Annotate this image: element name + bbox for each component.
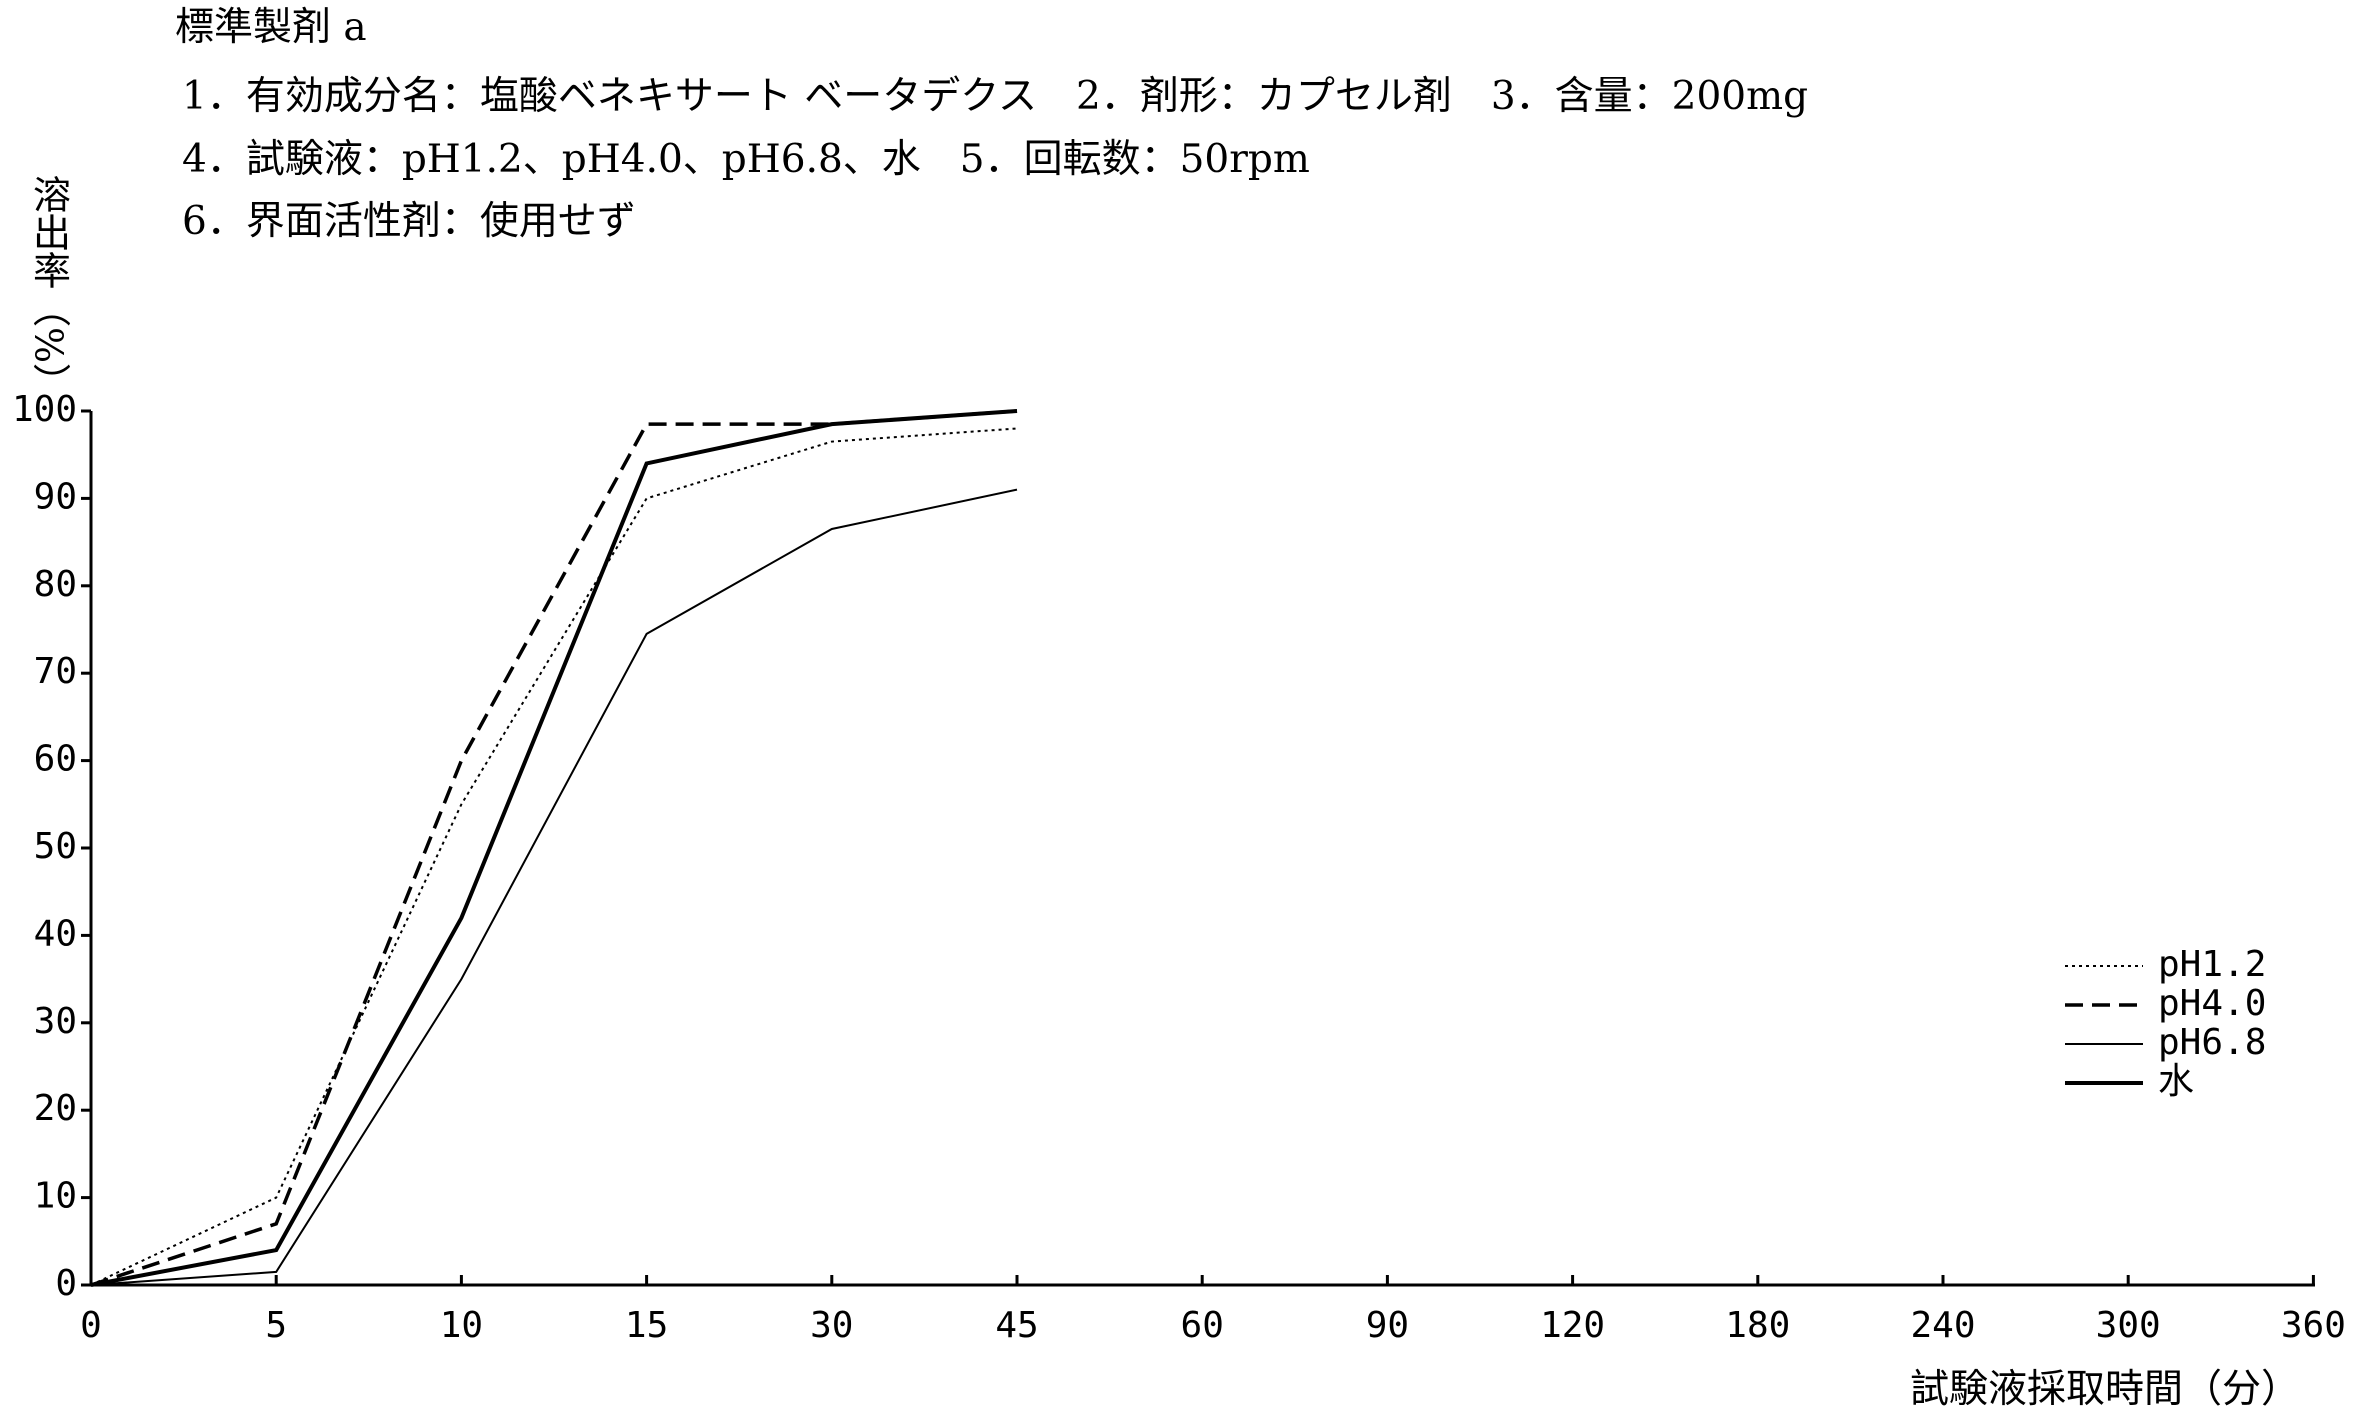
- x-tick-label: 180: [1725, 1305, 1790, 1346]
- x-tick-label: 90: [1366, 1305, 1409, 1346]
- y-tick-label: 40: [34, 913, 77, 954]
- subtitle-line: 6．界面活性剤：使用せず: [182, 199, 636, 244]
- x-tick-label: 240: [1910, 1305, 1975, 1346]
- x-tick-label: 360: [2281, 1305, 2346, 1346]
- y-tick-label: 80: [34, 564, 77, 605]
- x-tick-label: 45: [995, 1305, 1038, 1346]
- legend-label: pH4.0: [2158, 983, 2266, 1024]
- legend-label: pH1.2: [2158, 944, 2266, 985]
- y-tick-label: 70: [34, 651, 77, 692]
- y-tick-label: 10: [34, 1176, 77, 1217]
- x-tick-label: 120: [1540, 1305, 1605, 1346]
- x-tick-label: 10: [440, 1305, 483, 1346]
- y-tick-label: 90: [34, 476, 77, 517]
- subtitle-line: 1．有効成分名：塩酸ベネキサート ベータデクス 2．剤形：カプセル剤 3．含量：…: [182, 74, 1808, 119]
- data-line: [90, 488, 1018, 1286]
- chart-title: 標準製剤 a: [175, 5, 367, 50]
- data-line: [90, 409, 1018, 1287]
- data-line: [90, 409, 1018, 1287]
- y-tick-label: 0: [55, 1263, 77, 1304]
- x-tick-label: 300: [2096, 1305, 2161, 1346]
- y-tick-label: 60: [34, 739, 77, 780]
- y-tick-label: 50: [34, 826, 77, 867]
- y-tick-label: 20: [34, 1088, 77, 1129]
- legend-label: pH6.8: [2158, 1022, 2266, 1063]
- x-tick-label: 60: [1181, 1305, 1224, 1346]
- legend-label: 水: [2158, 1061, 2194, 1102]
- x-tick-label: 5: [265, 1305, 287, 1346]
- subtitle-line: 4．試験液：pH1.2、pH4.0、pH6.8、水 5．回転数：50rpm: [182, 137, 1310, 182]
- y-tick-label: 30: [34, 1001, 77, 1042]
- y-tick-label: 100: [12, 389, 77, 430]
- y-axis-label: 溶出率（%）: [27, 175, 71, 401]
- x-axis-label: 試験液採取時間（分）: [1910, 1367, 2300, 1412]
- x-tick-label: 0: [80, 1305, 102, 1346]
- x-tick-label: 30: [810, 1305, 853, 1346]
- x-tick-label: 15: [625, 1305, 668, 1346]
- data-line: [90, 427, 1018, 1286]
